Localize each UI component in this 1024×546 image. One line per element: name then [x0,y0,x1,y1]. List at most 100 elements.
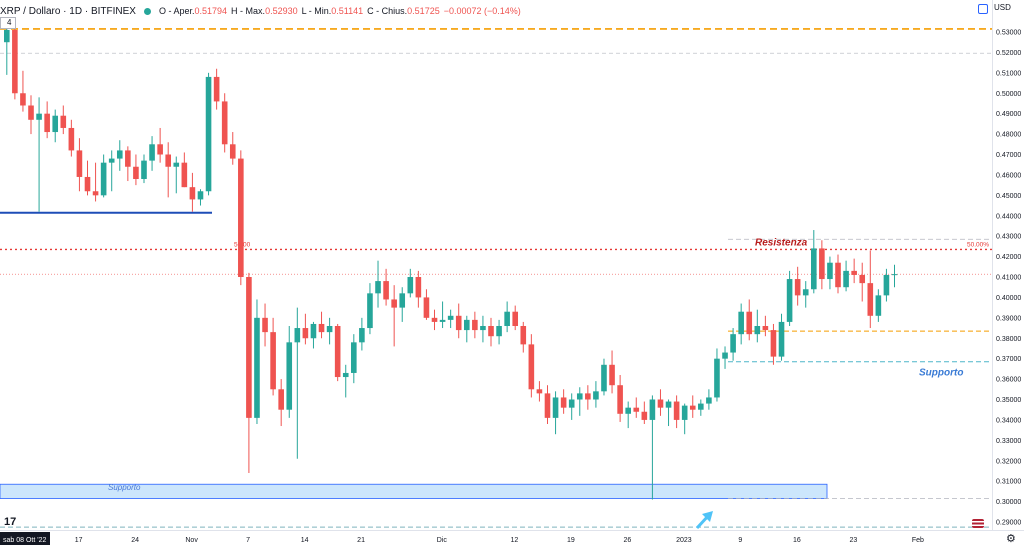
candle[interactable] [601,358,607,396]
candle[interactable] [609,350,615,394]
candle[interactable] [116,140,123,171]
candle[interactable] [415,270,422,308]
candle[interactable] [367,283,373,335]
candle[interactable] [819,240,825,290]
candle[interactable] [633,397,640,418]
candle[interactable] [157,127,163,163]
candle[interactable] [4,21,10,75]
candle[interactable] [213,68,220,110]
candle[interactable] [326,317,333,345]
candle[interactable] [480,315,486,343]
candle[interactable] [383,268,389,306]
candle[interactable] [714,348,720,402]
candle[interactable] [851,258,857,284]
candle[interactable] [528,334,535,398]
candle[interactable] [351,334,357,384]
candle[interactable] [657,389,664,416]
candle[interactable] [689,395,696,418]
candle[interactable] [254,299,260,424]
candle[interactable] [778,313,785,361]
currency-button[interactable]: USD [994,3,1011,12]
candle[interactable] [294,307,301,459]
candle[interactable] [133,154,139,186]
candle[interactable] [205,72,212,196]
candle[interactable] [698,399,704,416]
candle[interactable] [334,323,341,382]
layout-toggle-icon[interactable] [978,4,988,14]
candles[interactable] [4,17,898,500]
candle[interactable] [262,303,268,347]
candle[interactable] [802,281,809,308]
candle[interactable] [681,403,688,435]
candle[interactable] [375,260,381,308]
candle[interactable] [189,172,196,212]
candle[interactable] [488,317,494,347]
candle[interactable] [302,313,309,345]
candle[interactable] [568,393,575,420]
candle[interactable] [181,152,188,188]
candle[interactable] [359,317,365,351]
candle[interactable] [472,311,478,339]
candle[interactable] [108,150,115,192]
candle[interactable] [617,375,623,422]
candle[interactable] [399,287,406,322]
candle[interactable] [238,150,244,286]
candle[interactable] [125,146,131,182]
candle[interactable] [883,268,890,302]
candle[interactable] [641,401,648,424]
candle[interactable] [463,315,470,343]
candle[interactable] [867,250,874,329]
candle[interactable] [875,289,882,322]
candle[interactable] [36,97,42,212]
candle[interactable] [221,93,228,153]
candle[interactable] [197,189,204,206]
candle[interactable] [423,289,430,320]
candle[interactable] [310,321,317,349]
candle[interactable] [891,264,898,288]
candle[interactable] [84,160,91,196]
tradingview-logo-icon[interactable]: 17 [4,516,17,528]
candle[interactable] [544,385,551,424]
candle[interactable] [278,379,284,427]
candle[interactable] [68,119,75,157]
candle[interactable] [859,262,866,302]
candle[interactable] [439,301,446,329]
candle[interactable] [738,303,744,345]
candle[interactable] [342,364,349,398]
candle[interactable] [246,272,252,473]
candle[interactable] [431,309,438,331]
candle[interactable] [593,381,599,408]
candle[interactable] [286,326,293,418]
candle[interactable] [173,156,180,194]
candle[interactable] [827,256,833,290]
candle[interactable] [391,285,397,347]
candle[interactable] [149,136,155,171]
indicator-count-badge[interactable]: 4 [0,17,16,29]
candle[interactable] [576,387,583,416]
candle[interactable] [28,95,34,135]
candle[interactable] [786,270,793,326]
candle[interactable] [730,328,736,361]
candle[interactable] [585,385,591,410]
candle[interactable] [552,391,559,435]
candle[interactable] [512,305,519,331]
candle[interactable] [625,401,631,429]
candle[interactable] [504,301,510,333]
candle[interactable] [407,268,414,298]
candle[interactable] [843,260,849,292]
candle[interactable] [12,17,18,100]
candle[interactable] [270,317,276,396]
candle[interactable] [665,399,672,427]
candle[interactable] [447,309,454,329]
candle[interactable] [20,70,26,112]
candle[interactable] [100,154,107,198]
candle[interactable] [762,315,769,337]
candle[interactable] [76,138,83,192]
symbol-name[interactable]: XRP / Dollaro · 1D · BITFINEX [0,5,136,17]
candle[interactable] [649,395,656,500]
candle[interactable] [811,230,817,294]
candle[interactable] [746,299,753,341]
candle[interactable] [706,389,712,410]
candle[interactable] [520,321,527,353]
